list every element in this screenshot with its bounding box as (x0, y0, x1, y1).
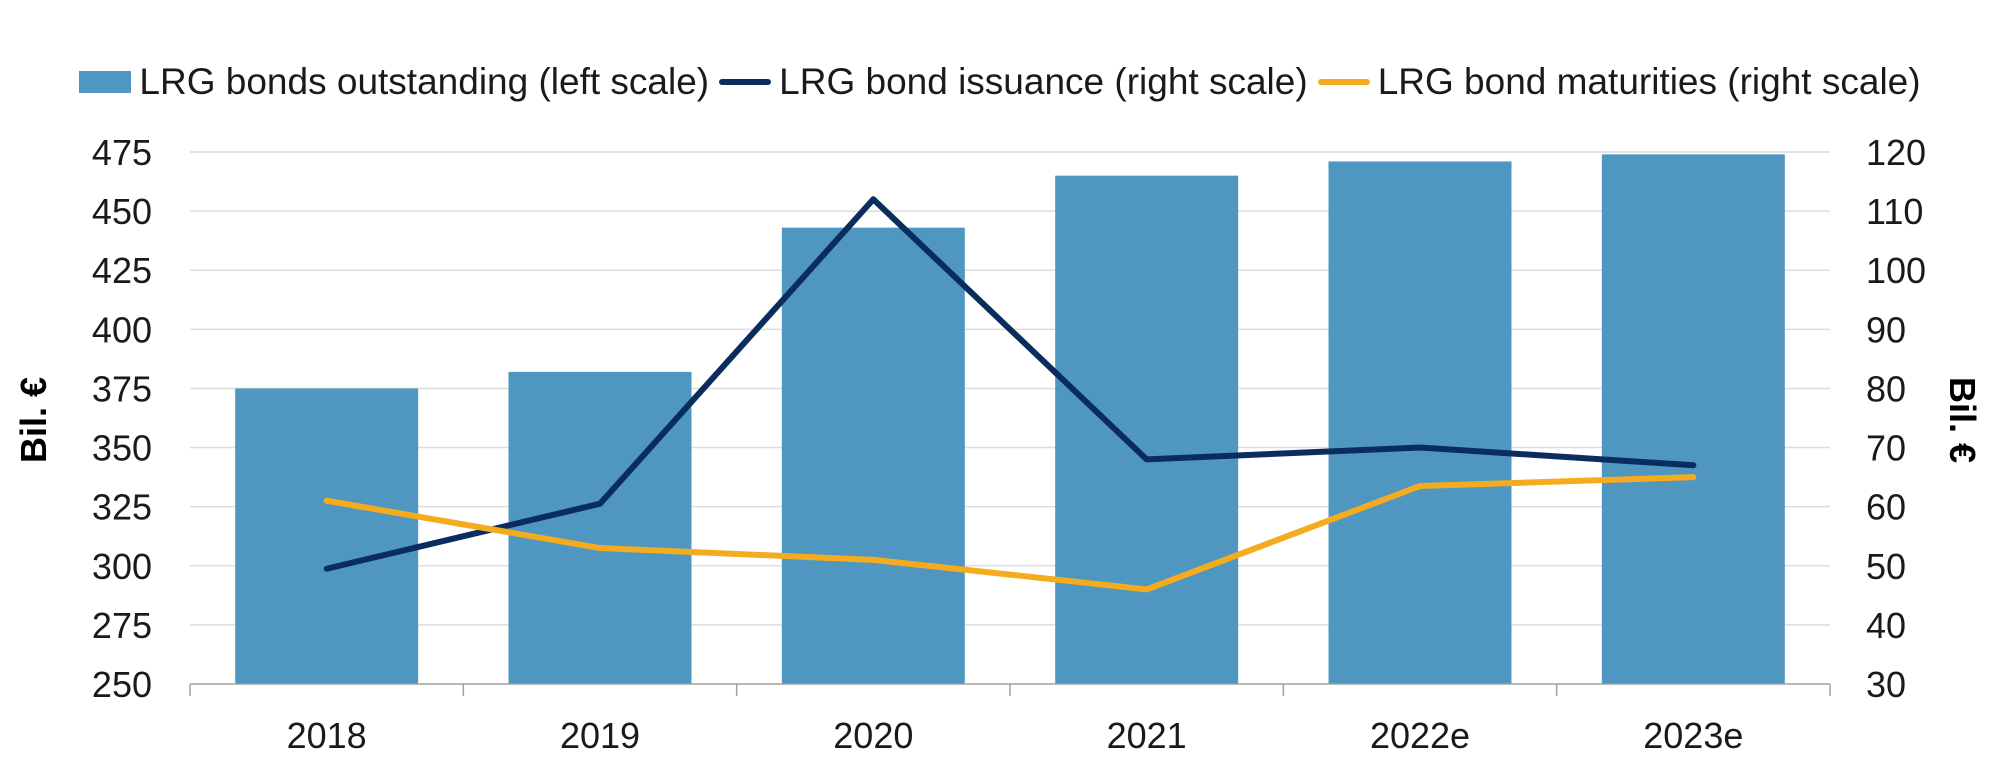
gridlines (190, 151, 1830, 626)
right-tick-label: 40 (1866, 605, 1906, 646)
right-tick-label: 100 (1866, 250, 1926, 291)
line-series (323, 196, 1697, 593)
legend-label-bonds-outstanding: LRG bonds outstanding (left scale) (139, 61, 710, 102)
x-tick-label: 2018 (287, 715, 367, 756)
x-tick-label: 2019 (560, 715, 640, 756)
legend-item-bonds-outstanding: LRG bonds outstanding (left scale) (79, 61, 709, 103)
x-tick-label: 2023e (1643, 715, 1743, 756)
line-bond-issuance (323, 196, 1697, 572)
legend-label-bond-maturities: LRG bond maturities (right scale) (1377, 61, 1921, 102)
right-tick-label: 60 (1866, 487, 1906, 528)
left-tick-label: 450 (92, 191, 152, 232)
x-tick-label: 2020 (833, 715, 913, 756)
bar-bonds-outstanding (235, 388, 419, 684)
left-tick-label: 300 (92, 546, 152, 587)
right-tick-label: 50 (1866, 546, 1906, 587)
right-tick-label: 90 (1866, 309, 1906, 350)
right-tick-label: 80 (1866, 368, 1906, 409)
legend-swatch-bond-issuance (719, 79, 772, 85)
chart-legend: LRG bonds outstanding (left scale) LRG b… (0, 52, 2000, 112)
left-tick-label: 325 (92, 487, 152, 528)
legend-item-bond-maturities: LRG bond maturities (right scale) (1317, 61, 1921, 103)
bar-bonds-outstanding (508, 371, 692, 684)
legend-item-bond-issuance: LRG bond issuance (right scale) (719, 61, 1308, 103)
left-tick-label: 250 (92, 664, 152, 705)
legend-swatch-bonds-outstanding (79, 71, 132, 93)
axes: 250 275 300 325 350 375 400 425 450 475 30 40 50 60 70… (92, 132, 1926, 756)
bar-bonds-outstanding (1055, 175, 1239, 684)
bar-bonds-outstanding (1601, 154, 1785, 684)
left-tick-label: 475 (92, 132, 152, 173)
right-tick-label: 70 (1866, 428, 1906, 469)
left-tick-label: 375 (92, 368, 152, 409)
bar-bonds-outstanding (781, 227, 965, 684)
left-tick-label: 275 (92, 605, 152, 646)
right-axis-title: Bil. € (1942, 377, 1983, 463)
right-tick-label: 30 (1866, 664, 1906, 705)
left-axis-title: Bil. € (13, 377, 54, 463)
left-tick-label: 425 (92, 250, 152, 291)
line-bond-maturities (323, 474, 1697, 593)
bars-bonds-outstanding (235, 154, 1785, 685)
right-tick-label: 110 (1866, 191, 1923, 232)
x-tick-label: 2022e (1370, 715, 1470, 756)
legend-swatch-bond-maturities (1317, 79, 1370, 85)
bar-bonds-outstanding (1328, 161, 1512, 685)
left-tick-label: 400 (92, 309, 152, 350)
left-tick-label: 350 (92, 428, 152, 469)
legend-label-bond-issuance: LRG bond issuance (right scale) (779, 61, 1308, 102)
x-tick-label: 2021 (1107, 715, 1187, 756)
right-tick-label: 120 (1866, 132, 1926, 173)
